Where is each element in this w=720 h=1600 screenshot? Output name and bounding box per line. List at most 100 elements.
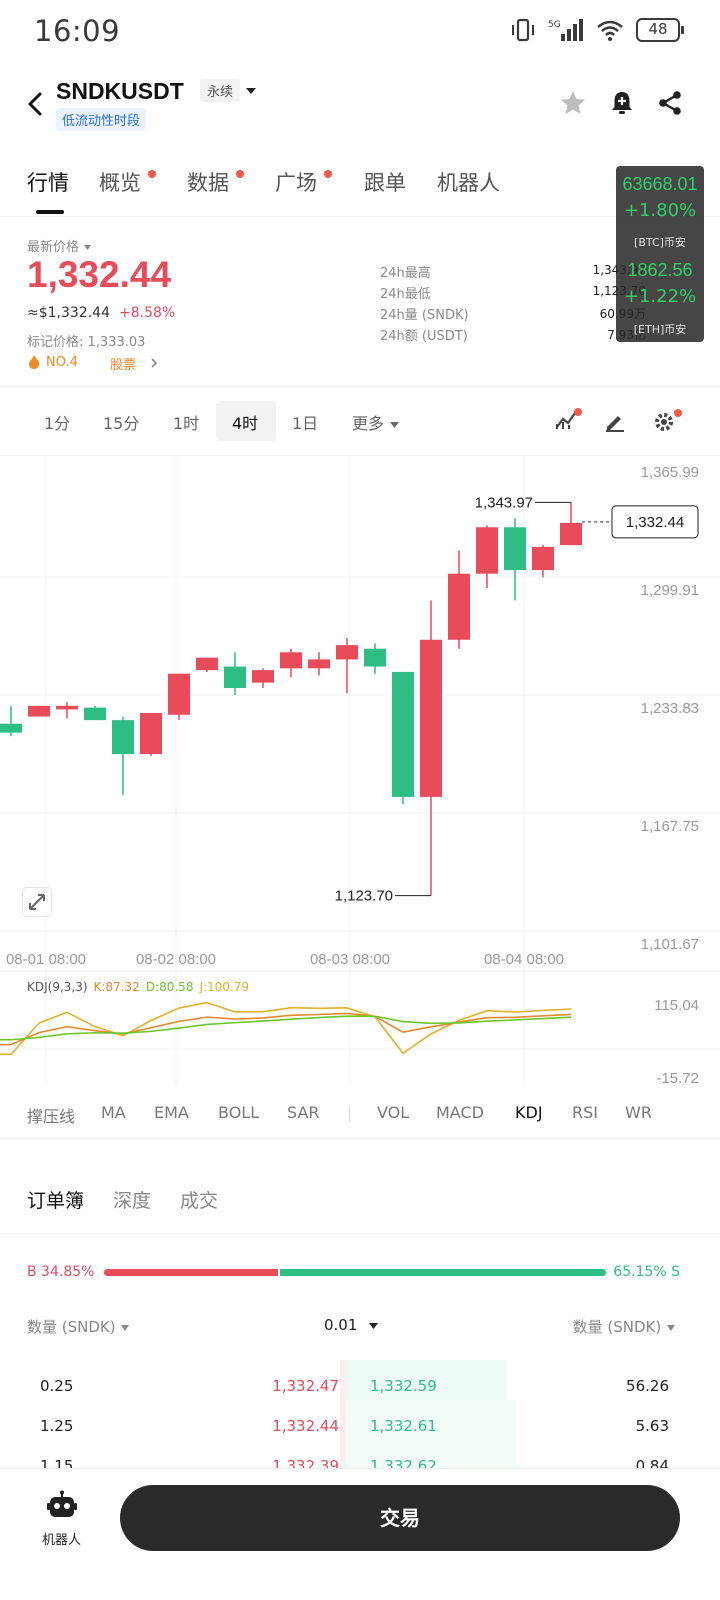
btc-change: +1.80%	[623, 200, 697, 221]
qty-header-right[interactable]: 数量 (SNDK)	[573, 1316, 676, 1337]
active-tab-indicator	[36, 210, 64, 214]
candle-body	[504, 527, 526, 571]
timeframe-4h[interactable]: 4时	[232, 414, 259, 433]
indicator-sar[interactable]: SAR	[287, 1103, 320, 1122]
tab-square[interactable]: 广场	[275, 171, 317, 195]
precision-select[interactable]: 0.01	[324, 1316, 379, 1334]
indicator-kdj[interactable]: KDJ	[515, 1103, 543, 1122]
bid-price[interactable]: 1,332.44	[272, 1417, 339, 1435]
timeframe-1m[interactable]: 1分	[44, 414, 71, 433]
buy-ratio-bar	[104, 1269, 279, 1276]
tab-square-badge	[324, 170, 332, 178]
divider	[0, 1233, 720, 1234]
precision-text: 0.01	[324, 1316, 358, 1334]
indicator-ema[interactable]: EMA	[154, 1103, 189, 1122]
stat-vol-label: 24h量 (SNDK)	[380, 308, 469, 323]
expand-chart-icon[interactable]	[22, 887, 52, 917]
kdj-k-line	[0, 1012, 572, 1046]
candle-body	[280, 652, 302, 669]
candle-body	[112, 720, 134, 755]
indicator-wr[interactable]: WR	[625, 1103, 652, 1122]
share-icon[interactable]	[655, 88, 685, 118]
status-time: 16:09	[34, 14, 121, 48]
caret-down-icon	[390, 422, 400, 428]
robot-icon[interactable]	[47, 1490, 77, 1522]
indicator-divider	[349, 1106, 350, 1122]
ask-price[interactable]: 1,332.61	[370, 1417, 437, 1435]
tab-overview[interactable]: 概览	[99, 171, 141, 195]
kdj-legend: KDJ(9,3,3) K:87.32 D:80.58 J:100.79	[27, 980, 249, 994]
star-icon[interactable]	[558, 88, 588, 118]
tab-data[interactable]: 数据	[187, 171, 229, 195]
signal-icon: 5G	[548, 19, 583, 41]
indicator-vol[interactable]: VOL	[377, 1103, 410, 1122]
settings-gear-icon[interactable]	[652, 407, 684, 435]
back-arrow-icon[interactable]	[22, 88, 50, 120]
candle-body	[532, 546, 554, 571]
indicator-chart-icon[interactable]	[553, 407, 583, 433]
indicator-rsi[interactable]: RSI	[572, 1103, 598, 1122]
floating-ticker[interactable]: 63668.01 +1.80% [BTC]币安 1862.56 +1.22% […	[616, 166, 704, 342]
timeframe-more-label: 更多	[352, 414, 385, 433]
caret-down-icon	[369, 1323, 379, 1329]
timeframe-1h[interactable]: 1时	[173, 414, 200, 433]
indicator-support-resistance[interactable]: 撑压线	[27, 1107, 76, 1126]
chevron-right-icon	[151, 358, 158, 368]
ask-qty[interactable]: 56.26	[626, 1377, 669, 1395]
symbol-title[interactable]: SNDKUSDT	[56, 78, 184, 104]
kdj-d: D:80.58	[145, 980, 194, 994]
category-tag[interactable]: 股票	[110, 354, 160, 373]
timeframe-active-bg	[216, 401, 276, 441]
timeframe-1d[interactable]: 1日	[292, 414, 319, 433]
mark-price: 标记价格: 1,333.03	[27, 335, 146, 350]
trades-tab[interactable]: 成交	[180, 1190, 219, 1212]
y-tick-label: 1,167.75	[641, 818, 699, 835]
depth-tab[interactable]: 深度	[113, 1190, 152, 1212]
vibrate-icon	[512, 18, 534, 42]
ask-qty[interactable]: 5.63	[635, 1417, 669, 1435]
ask-price[interactable]: 1,332.59	[370, 1377, 437, 1395]
trade-button[interactable]: 交易	[120, 1485, 680, 1551]
caret-down-icon[interactable]	[244, 86, 258, 96]
kdj-j-line	[0, 1001, 572, 1056]
bid-qty[interactable]: 0.25	[40, 1377, 74, 1395]
indicator-ma[interactable]: MA	[101, 1103, 126, 1122]
tab-market[interactable]: 行情	[27, 171, 69, 195]
indicator-macd[interactable]: MACD	[436, 1103, 484, 1122]
tab-copy-trade[interactable]: 跟单	[364, 171, 406, 195]
candle-body	[308, 659, 330, 669]
indicator-boll[interactable]: BOLL	[218, 1103, 260, 1122]
timeframe-15m[interactable]: 15分	[103, 414, 140, 433]
contract-type-tag[interactable]: 永续	[200, 79, 241, 102]
bid-price[interactable]: 1,332.47	[272, 1377, 339, 1395]
kdj-d-line	[0, 1015, 572, 1041]
tab-bots[interactable]: 机器人	[437, 171, 500, 195]
kdj-j: J:100.79	[199, 980, 250, 994]
robot-label[interactable]: 机器人	[42, 1533, 82, 1548]
orderbook-tab[interactable]: 订单簿	[27, 1190, 85, 1212]
alert-bell-icon[interactable]	[607, 88, 637, 118]
sell-ratio: 65.15% S	[613, 1264, 680, 1280]
candle-body	[196, 657, 218, 671]
flame-icon	[29, 355, 39, 369]
x-tick-label: 08-03 08:00	[310, 951, 390, 968]
candle-body	[252, 670, 274, 683]
tab-overview-badge	[148, 170, 156, 178]
network-type-label: 5G	[548, 20, 561, 30]
stat-low-label: 24h最低	[380, 287, 431, 302]
qty-header-left-text: 数量 (SNDK)	[27, 1318, 116, 1336]
bid-qty[interactable]: 1.25	[40, 1417, 74, 1435]
candlestick-chart[interactable]: 1,365.99 1,299.91 1,233.83 1,167.75 1,101.67…	[0, 455, 720, 1085]
draw-pen-icon[interactable]	[603, 409, 627, 433]
last-price-label[interactable]: 最新价格	[27, 236, 92, 255]
ask-depth-shade	[346, 1400, 516, 1468]
y-tick-label: 1,101.67	[641, 936, 699, 953]
timeframe-more[interactable]: 更多	[352, 410, 400, 434]
caret-down-icon	[667, 1325, 675, 1331]
candle-body	[140, 712, 162, 755]
qty-header-left[interactable]: 数量 (SNDK)	[27, 1316, 130, 1337]
caret-down-icon	[121, 1325, 130, 1331]
y-tick-label: 1,233.83	[641, 700, 699, 717]
rank-badge[interactable]: NO.4	[27, 354, 78, 370]
divider	[0, 216, 720, 217]
